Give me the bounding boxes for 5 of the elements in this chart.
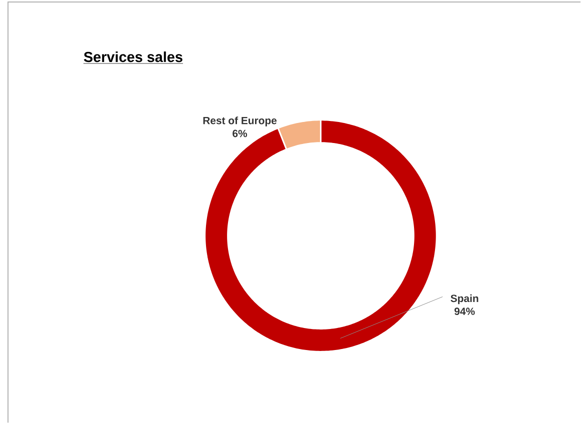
slice-label: Rest of Europe xyxy=(203,116,277,126)
data-label: 6% xyxy=(232,130,248,138)
chart-title: Services sales xyxy=(84,51,182,62)
data-label: 94% xyxy=(454,308,475,315)
slice-label: Spain xyxy=(450,294,478,304)
